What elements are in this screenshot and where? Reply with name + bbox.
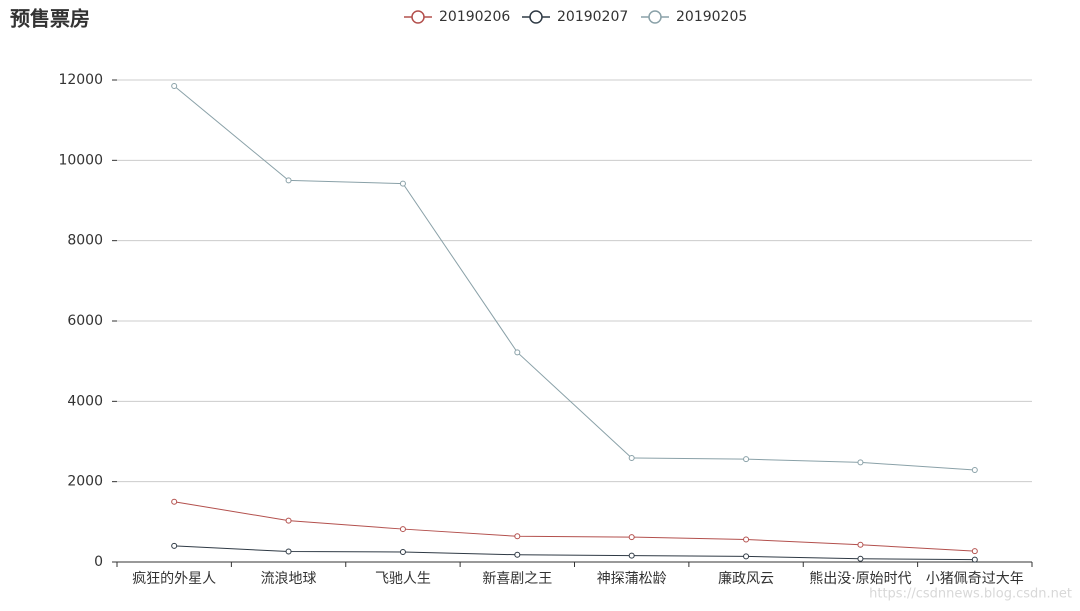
y-tick-label: 2000 [67,474,103,490]
data-point [514,551,521,558]
x-tick-label: 飞驰人生 [375,571,431,587]
legend-label: 20190205 [676,9,747,25]
x-tick-label: 新喜剧之王 [482,571,552,587]
y-tick-label: 4000 [67,393,103,409]
data-point [285,548,292,555]
y-tick-label: 6000 [67,313,103,329]
x-tick-label: 疯狂的外星人 [132,571,216,587]
y-tick-label: 10000 [58,152,103,168]
data-point [971,467,978,474]
data-point [743,456,750,463]
data-point [171,542,178,549]
legend-item[interactable]: 20190207 [522,9,628,25]
series-line [174,545,975,561]
legend-icon [529,10,543,24]
data-point [971,556,978,563]
x-tick-label: 廉政风云 [718,570,774,587]
legend-item[interactable]: 20190205 [641,9,747,25]
y-tick-label: 8000 [67,233,103,249]
data-point [514,533,521,540]
data-point [857,555,864,562]
data-point [971,548,978,555]
legend-icon [648,10,662,24]
data-point [857,541,864,548]
data-point [171,498,178,505]
x-tick-label: 小猪佩奇过大年 [926,570,1024,587]
x-tick-label: 熊出没·原始时代 [809,571,911,587]
data-point [628,534,635,541]
data-point [399,180,406,187]
series-line [174,501,975,552]
data-point [743,553,750,560]
chart-title: 预售票房 [10,7,90,31]
y-tick-label: 0 [94,554,103,570]
data-point [171,83,178,90]
data-point [399,526,406,533]
series-line [173,85,975,471]
data-point [285,517,292,524]
x-tick-label: 流浪地球 [261,571,317,587]
data-point [628,552,635,559]
legend-item[interactable]: 20190206 [404,9,510,25]
legend-label: 20190207 [557,9,628,25]
watermark: https://csdnnews.blog.csdn.net [869,587,1072,602]
data-point [514,349,521,356]
legend-label: 20190206 [439,9,510,25]
data-point [743,536,750,543]
data-point [628,454,635,461]
y-tick-label: 12000 [58,72,103,88]
data-point [399,548,406,555]
data-point [857,459,864,466]
legend-icon [411,10,425,24]
data-point [285,177,292,184]
x-tick-label: 神探蒲松龄 [597,571,667,587]
